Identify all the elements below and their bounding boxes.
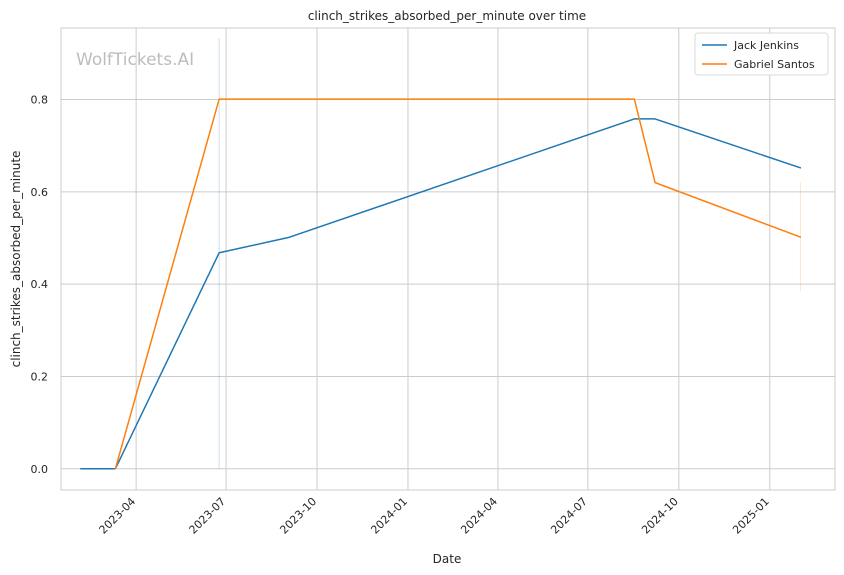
x-tick-label: 2023-10	[277, 495, 319, 537]
plot-area	[60, 27, 836, 491]
series-lines	[80, 98, 802, 470]
legend: Jack Jenkins Gabriel Santos	[694, 32, 829, 76]
y-tick-label: 0.0	[31, 463, 49, 476]
y-axis-ticks: 0.0 0.2 0.4 0.6 0.8	[31, 94, 49, 476]
y-tick-label: 0.8	[31, 94, 49, 107]
x-tick-label: 2023-04	[97, 495, 139, 537]
y-tick-label: 0.6	[31, 186, 49, 199]
x-tick-label: 2025-01	[730, 495, 772, 537]
x-tick-label: 2024-10	[639, 495, 681, 537]
legend-box	[694, 32, 829, 76]
legend-label-jack-jenkins: Jack Jenkins	[733, 39, 799, 52]
x-axis-label: Date	[433, 552, 462, 566]
x-tick-label: 2023-07	[187, 495, 229, 537]
chart-title: clinch_strikes_absorbed_per_minute over …	[308, 9, 586, 23]
x-axis-ticks: 2023-04 2023-07 2023-10 2024-01 2024-04 2024-…	[97, 495, 772, 537]
legend-label-gabriel-santos: Gabriel Santos	[734, 58, 815, 71]
x-tick-label: 2024-01	[368, 495, 410, 537]
y-tick-label: 0.4	[31, 278, 49, 291]
x-tick-label: 2024-07	[548, 495, 590, 537]
x-tick-label: 2024-04	[458, 495, 500, 537]
y-axis-label: clinch_strikes_absorbed_per_minute	[9, 151, 23, 368]
series-line-1	[114, 98, 802, 470]
y-tick-label: 0.2	[31, 370, 49, 383]
watermark-text: WolfTickets.AI	[76, 50, 194, 70]
